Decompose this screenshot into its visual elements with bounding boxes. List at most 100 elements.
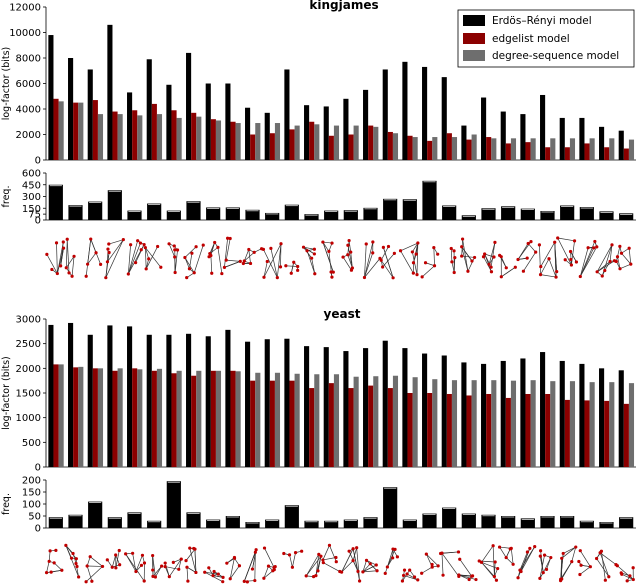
- bar: [205, 83, 211, 160]
- motif-glyph: [339, 546, 362, 583]
- bar: [505, 143, 511, 160]
- bar: [451, 137, 458, 160]
- bar: [151, 370, 157, 467]
- motif-node: [316, 569, 320, 573]
- motif-node: [528, 546, 532, 550]
- motif-node: [351, 559, 355, 563]
- bar: [171, 373, 177, 467]
- motif-node: [452, 249, 456, 253]
- motif-node: [252, 250, 256, 254]
- motif-node: [614, 259, 618, 264]
- motif-node: [457, 573, 461, 577]
- motif-node: [221, 580, 225, 584]
- motif-node: [458, 557, 462, 561]
- motif-node: [350, 266, 354, 270]
- motif-node: [284, 264, 288, 268]
- motif-glyph: [498, 253, 517, 279]
- motif-edge: [540, 258, 550, 275]
- motif-node: [537, 243, 542, 247]
- motif-glyph: [439, 550, 461, 579]
- motif-node: [151, 553, 155, 558]
- bar: [471, 380, 477, 467]
- motif-edge: [66, 239, 70, 273]
- motif-node: [627, 246, 631, 250]
- motif-node: [586, 246, 590, 250]
- motif-node: [50, 267, 54, 272]
- motif-node: [542, 553, 547, 557]
- motif-node: [114, 566, 118, 570]
- motif-node: [85, 564, 89, 568]
- motif-node: [330, 275, 334, 279]
- motif-node: [222, 265, 227, 269]
- motif-edge: [229, 565, 240, 579]
- bar: [451, 380, 458, 467]
- motif-node: [615, 255, 620, 259]
- y-tick-label: 150: [22, 488, 41, 499]
- bar: [127, 326, 133, 467]
- freq-bar: [107, 517, 122, 528]
- motif-node: [346, 243, 350, 247]
- motif-glyph: [614, 244, 633, 271]
- motif-edge: [609, 244, 613, 262]
- motif-edge: [548, 258, 557, 278]
- motif-edge: [209, 247, 219, 254]
- motif-node: [607, 575, 611, 579]
- motif-edge: [557, 237, 572, 266]
- motif-node: [118, 563, 122, 567]
- motif-edge: [462, 238, 469, 272]
- motif-node: [300, 549, 304, 553]
- bar: [525, 393, 531, 467]
- bar: [146, 334, 152, 467]
- bar: [486, 393, 492, 467]
- motif-node: [603, 268, 607, 273]
- motif-node: [402, 568, 407, 572]
- motif-edge: [366, 560, 377, 566]
- bar: [274, 372, 281, 467]
- bar: [107, 325, 113, 467]
- motif-glyph: [167, 242, 180, 275]
- bar: [127, 92, 133, 160]
- bar: [186, 52, 192, 160]
- motif-edge: [105, 252, 110, 278]
- motif-node: [487, 262, 491, 266]
- motif-node: [603, 578, 607, 582]
- motif-edge: [402, 569, 410, 582]
- motif-glyph: [104, 238, 125, 280]
- motif-glyph: [84, 237, 103, 278]
- freq-bar: [88, 501, 103, 528]
- motif-node: [114, 553, 118, 557]
- motif-node: [347, 238, 351, 243]
- motif-edge: [617, 246, 621, 257]
- motif-node: [347, 549, 351, 553]
- motif-node: [290, 565, 295, 569]
- motif-node: [578, 549, 582, 553]
- motif-glyph: [184, 546, 198, 583]
- bar: [78, 366, 84, 467]
- freq-bar: [324, 520, 339, 528]
- motif-edge: [145, 258, 150, 269]
- motif-node: [74, 557, 78, 561]
- motif-node: [203, 570, 207, 574]
- freq-bar: [265, 212, 280, 220]
- motif-node: [357, 579, 362, 583]
- bar: [117, 368, 123, 467]
- motif-node: [549, 555, 553, 560]
- motif-edge: [226, 259, 241, 262]
- freq-bar: [599, 522, 614, 528]
- motif-node: [574, 260, 579, 264]
- motif-edge: [596, 260, 615, 273]
- motif-glyph: [420, 246, 440, 279]
- motif-edge: [243, 249, 250, 262]
- motif-edge: [178, 559, 182, 570]
- motif-node: [449, 246, 453, 251]
- bar: [323, 347, 329, 467]
- y-tick-label: 300: [22, 192, 41, 203]
- motif-node: [310, 256, 314, 260]
- motif-node: [106, 247, 110, 251]
- bar: [530, 138, 536, 160]
- motif-node: [54, 548, 58, 552]
- motif-edge: [289, 554, 293, 568]
- motif-edge: [481, 545, 494, 563]
- motif-node: [143, 245, 147, 250]
- motif-node: [415, 273, 419, 277]
